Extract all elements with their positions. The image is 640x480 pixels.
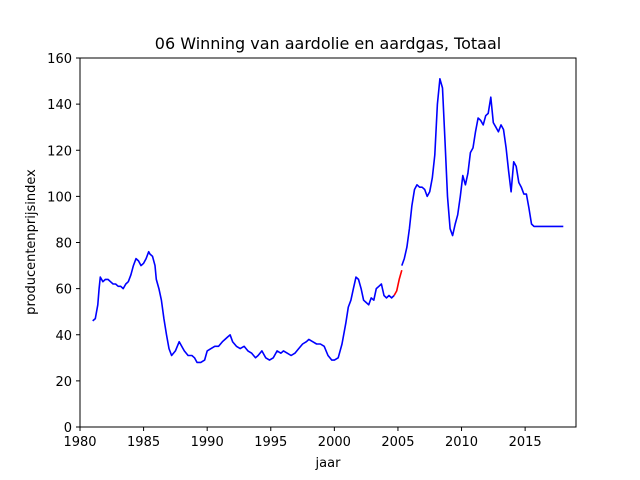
y-axis: 0 20 40 60 80 100 120 140 160 <box>47 52 80 436</box>
y-tick-label: 40 <box>55 329 72 344</box>
y-tick-label: 140 <box>47 98 72 113</box>
y-tick-label: 120 <box>47 144 72 159</box>
y-tick-label: 20 <box>55 375 72 390</box>
y-tick-label: 100 <box>47 190 72 205</box>
x-tick-label: 1990 <box>191 435 224 450</box>
x-tick-label: 1985 <box>127 435 160 450</box>
x-tick-label: 2015 <box>509 435 542 450</box>
series-line-1 <box>393 269 403 296</box>
series-line-0 <box>92 250 395 364</box>
chart-title: 06 Winning van aardolie en aardgas, Tota… <box>155 34 501 53</box>
y-axis-label: producentenprijsindex <box>24 169 39 315</box>
y-tick-label: 80 <box>55 237 72 252</box>
series-line-2 <box>401 78 564 266</box>
x-tick-label: 2000 <box>318 435 351 450</box>
series-layer <box>92 78 564 364</box>
x-tick-label: 1980 <box>63 435 96 450</box>
x-axis-label: jaar <box>315 456 342 471</box>
x-axis: 1980 1985 1990 1995 2000 2005 2010 2015 <box>63 427 542 450</box>
y-tick-label: 0 <box>64 421 72 436</box>
x-tick-label: 2005 <box>381 435 414 450</box>
y-tick-label: 160 <box>47 52 72 67</box>
y-tick-label: 60 <box>55 283 72 298</box>
x-tick-label: 2010 <box>445 435 478 450</box>
x-tick-label: 1995 <box>254 435 287 450</box>
